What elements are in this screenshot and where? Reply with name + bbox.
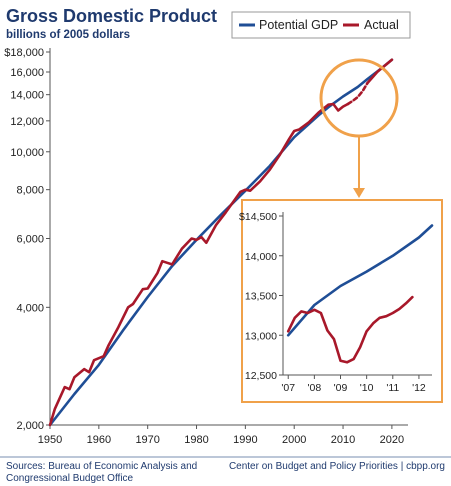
y-tick-label: 8,000 bbox=[16, 185, 44, 197]
inset-x-tick-label: '09 bbox=[334, 382, 348, 394]
series-line-actual bbox=[48, 102, 350, 427]
inset-y-tick-label: 14,000 bbox=[245, 251, 277, 263]
footer-source-line1: Sources: Bureau of Economic Analysis and bbox=[6, 461, 197, 472]
x-tick-label: 2020 bbox=[380, 434, 404, 446]
y-tick-label: 2,000 bbox=[16, 420, 44, 432]
inset-y-tick-label: 13,000 bbox=[245, 330, 277, 342]
inset-y-tick-label: 13,500 bbox=[245, 291, 277, 303]
legend-label-potential: Potential GDP bbox=[259, 18, 338, 32]
series-line-actual-projected bbox=[346, 81, 369, 106]
y-tick-label: $18,000 bbox=[4, 47, 44, 59]
highlight-circle bbox=[319, 58, 399, 138]
series-line-potential-gdp bbox=[48, 58, 394, 427]
highlight-callout bbox=[319, 58, 399, 198]
y-tick-label: 10,000 bbox=[10, 147, 44, 159]
x-tick-label: 1990 bbox=[233, 434, 257, 446]
footer-source-line2: Congressional Budget Office bbox=[6, 473, 134, 484]
legend-box bbox=[231, 11, 411, 39]
inset-plot: $14,500 14,000 13,500 13,000 12,500 '07 '08 '09… bbox=[239, 199, 443, 403]
y-tick-label: 4,000 bbox=[16, 302, 44, 314]
inset-x-tick-label: '07 bbox=[281, 382, 295, 394]
callout-arrowhead bbox=[353, 188, 365, 198]
y-tick-label: 12,000 bbox=[10, 116, 44, 128]
inset-x-tick-label: '12 bbox=[412, 382, 426, 394]
inset-x-tick-label: '10 bbox=[360, 382, 374, 394]
inset-x-tick-label: '08 bbox=[308, 382, 322, 394]
inset-series-line-potential-gdp bbox=[286, 224, 434, 337]
x-tick-label: 1970 bbox=[135, 434, 159, 446]
inset-y-tick-label: 12,500 bbox=[245, 370, 277, 382]
x-tick-label: 2000 bbox=[282, 434, 306, 446]
main-plot-area: $18,000 16,000 14,000 12,000 10,000 8,000 6,00… bbox=[4, 47, 408, 446]
series-line-actual-projected-continued bbox=[366, 58, 394, 85]
y-tick-label: 6,000 bbox=[16, 234, 44, 246]
y-tick-label: 16,000 bbox=[10, 67, 44, 79]
inset-series-line-actual bbox=[286, 295, 414, 364]
legend: Potential GDP Actual bbox=[231, 11, 411, 39]
x-tick-label: 2010 bbox=[331, 434, 355, 446]
x-tick-label: 1980 bbox=[184, 434, 208, 446]
x-tick-label: 1950 bbox=[38, 434, 62, 446]
inset-x-tick-label: '11 bbox=[386, 382, 399, 394]
inset-y-tick-label: $14,500 bbox=[239, 211, 277, 223]
x-tick-label: 1960 bbox=[87, 434, 111, 446]
legend-label-actual: Actual bbox=[364, 18, 399, 32]
footer-credit: Center on Budget and Policy Priorities |… bbox=[229, 461, 445, 472]
y-tick-label: 14,000 bbox=[10, 90, 44, 102]
chart-subtitle: billions of 2005 dollars bbox=[6, 29, 130, 41]
chart-title: Gross Domestic Product bbox=[6, 6, 217, 26]
